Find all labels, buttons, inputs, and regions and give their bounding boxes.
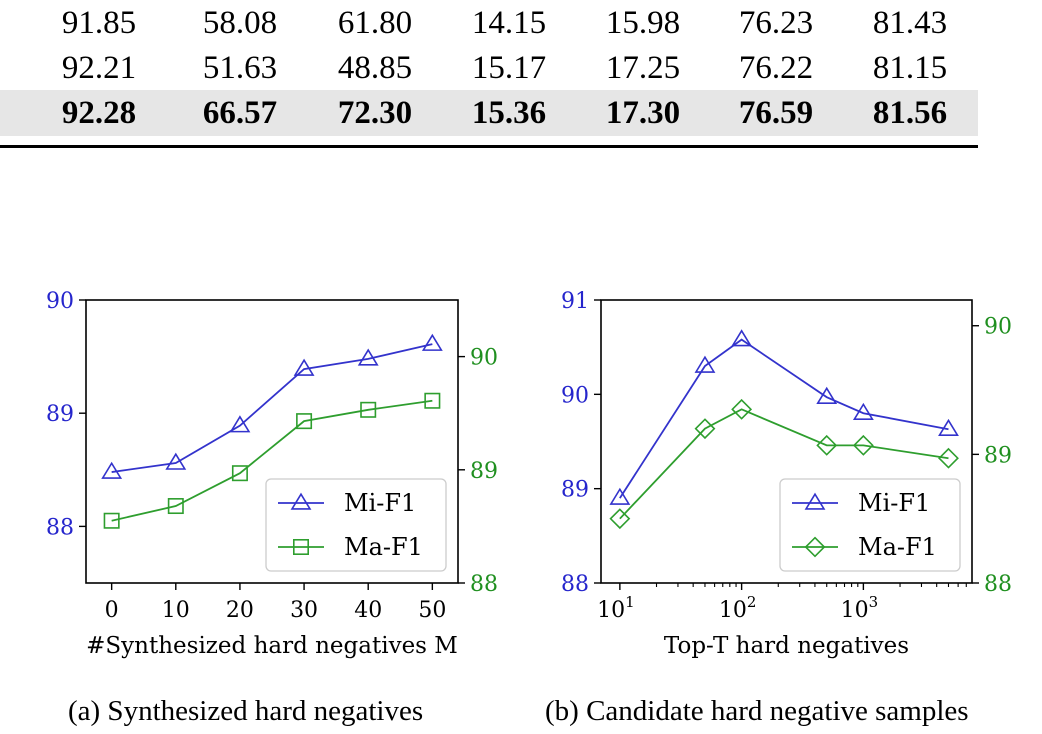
table-cell: 81.15 [872, 50, 948, 86]
data-point-mi-f1 [852, 402, 874, 420]
table-cell: 91.85 [61, 5, 137, 41]
data-point-mi-f1 [165, 452, 187, 470]
table-cell: 72.30 [337, 95, 413, 131]
table-cell: 92.21 [61, 50, 137, 86]
table-row: 92.28 66.57 72.30 15.36 17.30 76.59 81.56 [0, 90, 978, 136]
x-axis-label: Top-T hard negatives [664, 633, 909, 659]
left-y-tick-label: 90 [561, 383, 589, 408]
right-y-tick-label: 90 [984, 315, 1012, 340]
legend-box [265, 478, 447, 572]
data-point-ma-f1 [231, 465, 248, 482]
data-point-ma-f1 [296, 413, 313, 430]
x-tick-label: 10 [162, 598, 190, 623]
left-y-tick-label: 89 [46, 402, 74, 427]
right-y-tick-label: 89 [470, 459, 498, 484]
legend-marker [292, 538, 309, 555]
legend-label: Mi-F1 [858, 489, 930, 517]
table-cell: 17.25 [605, 50, 681, 86]
table-cell: 76.23 [738, 5, 814, 41]
right-y-tick-label: 90 [470, 346, 498, 371]
table-cell: 92.28 [61, 95, 137, 131]
chart-synthesized-hard-negatives: 88 89 90 88 89 90 0 10 20 30 40 50 #Synthesized hard… [46, 289, 498, 659]
data-point-mi-f1 [816, 386, 838, 404]
data-point-ma-f1 [694, 418, 716, 440]
data-point-ma-f1 [731, 398, 753, 420]
table-cell: 48.85 [337, 50, 413, 86]
table-cell: 15.36 [471, 95, 547, 131]
x-tick-label: 101 [597, 593, 635, 623]
data-point-mi-f1 [101, 461, 123, 479]
data-point-ma-f1 [852, 434, 874, 456]
data-point-ma-f1 [360, 401, 377, 418]
x-tick-label: 40 [354, 598, 382, 623]
data-point-mi-f1 [293, 358, 315, 376]
x-tick-label: 30 [290, 598, 318, 623]
x-axis-label: #Synthesized hard negatives M [86, 633, 458, 659]
table-cell: 76.22 [738, 50, 814, 86]
data-point-ma-f1 [424, 392, 441, 409]
left-y-tick-label: 89 [561, 478, 589, 503]
data-point-mi-f1 [421, 333, 443, 351]
legend-box [779, 478, 961, 572]
right-y-tick-label: 89 [984, 443, 1012, 468]
table-cell: 81.56 [872, 95, 948, 131]
x-tick-label: 102 [719, 593, 757, 623]
data-point-mi-f1 [731, 329, 753, 347]
x-tick-label: 20 [226, 598, 254, 623]
table-cell: 76.59 [738, 95, 814, 131]
data-point-ma-f1 [609, 508, 631, 530]
x-tick-label: 50 [418, 598, 446, 623]
table-cell: 15.17 [471, 50, 547, 86]
results-table: 91.85 58.08 61.80 14.15 15.98 76.23 81.43 92.21… [0, 0, 978, 150]
legend-label: Mi-F1 [344, 489, 416, 517]
plot-frame [600, 299, 973, 584]
table-cell: 81.43 [872, 5, 948, 41]
table-cell: 61.80 [337, 5, 413, 41]
chart-candidate-hard-negatives: 88 89 90 91 88 89 90 101 102 103 Top-T hard negati… [561, 289, 1012, 659]
caption-b: (b) Candidate hard negative samples [545, 695, 969, 727]
legend-marker [290, 492, 312, 510]
series-line-mi-f1 [111, 343, 433, 473]
legend-label: Ma-F1 [344, 533, 423, 561]
right-y-tick-label: 88 [470, 572, 498, 597]
data-point-mi-f1 [609, 487, 631, 505]
series-line-ma-f1 [111, 399, 433, 522]
data-point-ma-f1 [816, 434, 838, 456]
data-point-mi-f1 [694, 355, 716, 373]
plot-frame [85, 299, 459, 584]
table-row: 92.21 51.63 48.85 15.17 17.25 76.22 81.15 [0, 45, 978, 91]
left-y-tick-label: 88 [561, 572, 589, 597]
left-y-tick-label: 90 [46, 289, 74, 314]
data-point-ma-f1 [167, 498, 184, 515]
series-line-mi-f1 [619, 338, 949, 499]
x-tick-label: 0 [105, 598, 119, 623]
table-cell: 58.08 [202, 5, 278, 41]
legend-marker [804, 492, 826, 510]
series-line-ma-f1 [619, 408, 949, 520]
data-point-ma-f1 [938, 447, 959, 469]
left-y-tick-label: 88 [46, 515, 74, 540]
table-cell: 66.57 [202, 95, 278, 131]
legend-label: Ma-F1 [858, 533, 937, 561]
left-y-tick-label: 91 [561, 289, 589, 314]
data-point-mi-f1 [357, 348, 379, 366]
table-cell: 17.30 [605, 95, 681, 131]
caption-a: (a) Synthesized hard negatives [68, 695, 424, 727]
table-row: 91.85 58.08 61.80 14.15 15.98 76.23 81.43 [0, 0, 978, 46]
table-cell: 15.98 [605, 5, 681, 41]
table-bottom-rule [0, 145, 978, 148]
data-point-mi-f1 [938, 418, 959, 437]
x-tick-label: 103 [841, 593, 879, 623]
right-y-tick-label: 88 [984, 572, 1012, 597]
legend-marker [804, 536, 826, 558]
table-cell: 14.15 [471, 5, 547, 41]
data-point-mi-f1 [229, 415, 251, 433]
data-point-ma-f1 [103, 512, 120, 529]
table-cell: 51.63 [202, 50, 278, 86]
